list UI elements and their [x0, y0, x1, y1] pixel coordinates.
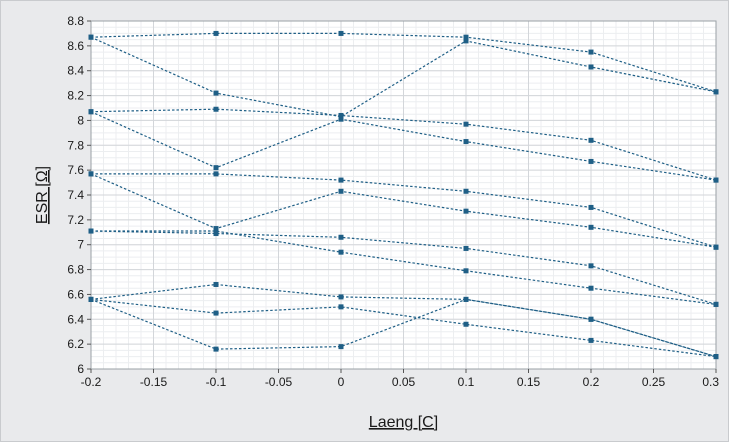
- data-point: [88, 228, 94, 234]
- y-tick-label: 6: [77, 362, 84, 376]
- data-point: [588, 316, 594, 322]
- series-line: [90, 298, 717, 358]
- data-point: [463, 321, 469, 327]
- data-point: [338, 30, 344, 36]
- x-tick-label: 0.25: [642, 375, 666, 389]
- data-point: [213, 281, 219, 287]
- x-axis: -0.2 -0.15 -0.1 -0.05 0 0.05 0.1 0.15 0.2 0.25 0.3: [81, 369, 719, 389]
- x-tick-label: 0.2: [583, 375, 600, 389]
- x-axis-title: Laeng [C]: [369, 414, 438, 431]
- series-line: [90, 173, 717, 248]
- x-tick-label: 0: [338, 375, 345, 389]
- data-point: [338, 344, 344, 350]
- data-point: [213, 310, 219, 316]
- series-line: [90, 32, 717, 93]
- y-axis-title: ESR [Ω]: [34, 166, 51, 224]
- y-tick-label: 7.4: [67, 188, 84, 202]
- x-tick-label: -0.2: [81, 375, 102, 389]
- data-point: [588, 64, 594, 70]
- series-line: [90, 230, 717, 305]
- data-point: [463, 208, 469, 214]
- series-line: [91, 173, 717, 248]
- series-8: [88, 228, 719, 307]
- series-4: [88, 109, 719, 183]
- data-point: [88, 171, 94, 177]
- data-point: [463, 268, 469, 274]
- data-point: [713, 89, 719, 95]
- x-tick-label: -0.15: [140, 375, 168, 389]
- series-line: [90, 108, 717, 181]
- data-point: [213, 171, 219, 177]
- data-point: [588, 224, 594, 230]
- y-tick-label: 8.8: [67, 14, 84, 28]
- data-point: [338, 177, 344, 183]
- data-point: [88, 109, 94, 115]
- series-line: [91, 230, 717, 305]
- data-point: [588, 337, 594, 343]
- data-point: [338, 249, 344, 255]
- data-point: [463, 188, 469, 194]
- data-point: [588, 137, 594, 143]
- data-point: [713, 301, 719, 307]
- data-point: [588, 204, 594, 210]
- y-tick-label: 6.2: [67, 337, 84, 351]
- series-11: [88, 296, 719, 360]
- y-tick-label: 8.2: [67, 89, 84, 103]
- y-axis: 6 6.2 6.4 6.6 6.8 7 7.2 7.4 7.6 7.8 8 8.2 8.4 8.6 8.8: [67, 14, 91, 376]
- data-point: [213, 228, 219, 234]
- y-tick-label: 6.4: [67, 312, 84, 326]
- data-point: [338, 112, 344, 118]
- x-tick-label: -0.1: [206, 375, 227, 389]
- series-line: [90, 298, 717, 358]
- data-point: [463, 38, 469, 44]
- x-tick-label: 0.3: [702, 375, 719, 389]
- data-point: [588, 263, 594, 269]
- data-point: [713, 244, 719, 250]
- series-layer: [88, 30, 719, 360]
- data-point: [713, 354, 719, 360]
- data-point: [588, 158, 594, 164]
- data-point: [213, 90, 219, 96]
- data-point: [213, 346, 219, 352]
- data-point: [463, 34, 469, 40]
- y-tick-label: 7.2: [67, 213, 84, 227]
- y-tick-label: 6.6: [67, 287, 84, 301]
- y-tick-label: 7: [77, 238, 84, 252]
- x-tick-label: -0.05: [265, 375, 293, 389]
- data-point: [338, 116, 344, 122]
- y-tick-label: 8.6: [67, 39, 84, 53]
- y-tick-label: 7.6: [67, 163, 84, 177]
- data-point: [463, 296, 469, 302]
- data-point: [463, 139, 469, 145]
- data-point: [713, 177, 719, 183]
- x-tick-label: 0.1: [458, 375, 475, 389]
- data-point: [338, 294, 344, 300]
- data-point: [338, 234, 344, 240]
- x-tick-label: 0.05: [392, 375, 416, 389]
- data-point: [588, 285, 594, 291]
- data-point: [213, 106, 219, 112]
- data-point: [338, 304, 344, 310]
- data-point: [88, 34, 94, 40]
- data-point: [463, 121, 469, 127]
- y-tick-label: 7.8: [67, 138, 84, 152]
- data-point: [213, 165, 219, 171]
- data-point: [213, 30, 219, 36]
- data-point: [588, 49, 594, 55]
- series-line: [90, 36, 717, 118]
- y-tick-label: 8: [77, 113, 84, 127]
- y-tick-label: 8.4: [67, 64, 84, 78]
- series-line: [90, 283, 717, 358]
- data-point: [338, 188, 344, 194]
- series-line: [90, 111, 717, 181]
- y-tick-label: 6.8: [67, 263, 84, 277]
- x-tick-label: 0.15: [517, 375, 541, 389]
- data-point: [463, 245, 469, 251]
- data-point: [88, 296, 94, 302]
